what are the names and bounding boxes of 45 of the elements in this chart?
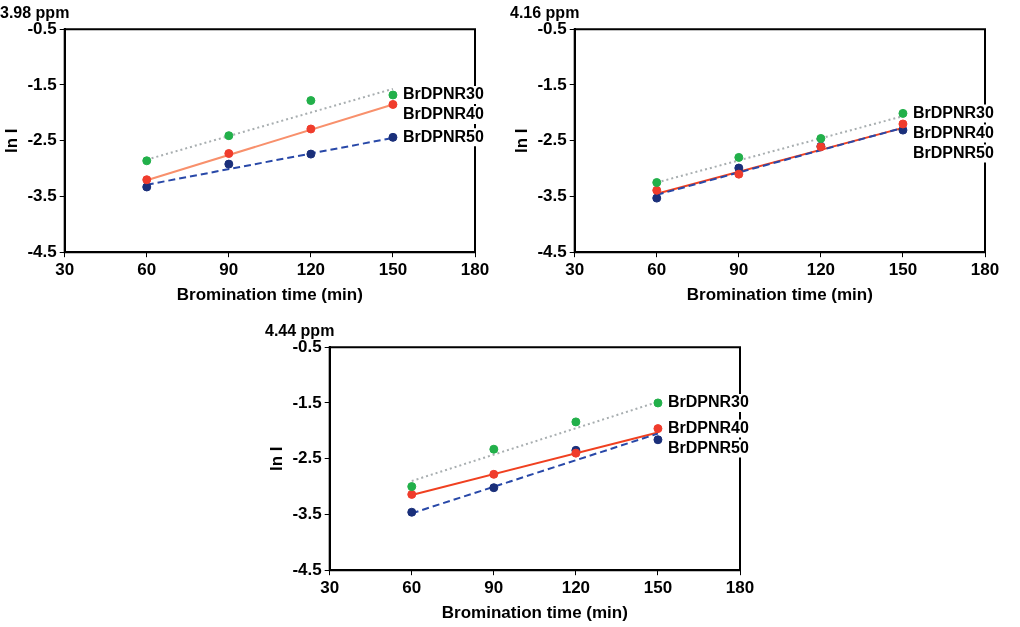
x-tick-label: 120 — [296, 260, 326, 280]
x-tick-label: 30 — [565, 260, 585, 280]
x-tick-label: 150 — [888, 260, 918, 280]
y-tick-label: -2.5 — [292, 448, 322, 468]
series-label: BrDPNR50 — [912, 143, 994, 161]
x-tick-label: 90 — [484, 578, 504, 598]
y-tick-label: -2.5 — [27, 130, 57, 150]
y-tick-label: -1.5 — [537, 74, 567, 94]
x-axis-title: Bromination time (min) — [686, 285, 873, 305]
y-tick-label: -3.5 — [292, 504, 322, 524]
y-tick-label: -1.5 — [27, 74, 57, 94]
series-label: BrDPNR30 — [912, 103, 994, 121]
x-tick-label: 60 — [402, 578, 422, 598]
y-tick-label: -4.5 — [27, 241, 57, 261]
x-tick-label: 60 — [137, 260, 157, 280]
y-axis-title: ln I — [1, 128, 21, 153]
y-tick-label: -3.5 — [27, 186, 57, 206]
y-tick-label: -3.5 — [537, 186, 567, 206]
x-tick-label: 150 — [643, 578, 673, 598]
x-tick-label: 90 — [219, 260, 239, 280]
y-tick-label: -1.5 — [292, 392, 322, 412]
series-label: BrDPNR50 — [402, 127, 484, 145]
x-tick-label: 150 — [378, 260, 408, 280]
x-axis-title: Bromination time (min) — [441, 603, 628, 623]
y-tick-label: -4.5 — [537, 241, 567, 261]
series-label: BrDPNR40 — [667, 419, 749, 436]
y-tick-label: -2.5 — [537, 130, 567, 150]
x-tick-label: 60 — [647, 260, 667, 280]
y-axis-title: ln I — [511, 128, 531, 153]
series-label: BrDPNR50 — [667, 439, 749, 456]
series-label: BrDPNR40 — [912, 123, 994, 141]
x-tick-label: 180 — [725, 578, 755, 598]
x-axis-title: Bromination time (min) — [176, 285, 363, 305]
series-label: BrDPNR40 — [402, 105, 484, 123]
x-tick-label: 120 — [561, 578, 591, 598]
y-tick-label: -4.5 — [292, 559, 322, 579]
series-label: BrDPNR30 — [402, 85, 484, 103]
x-tick-label: 180 — [970, 260, 1000, 280]
x-tick-label: 30 — [320, 578, 340, 598]
series-label: BrDPNR30 — [667, 393, 749, 411]
x-tick-label: 180 — [460, 260, 490, 280]
y-axis-title: ln I — [266, 446, 286, 471]
x-tick-label: 120 — [806, 260, 836, 280]
x-tick-label: 30 — [55, 260, 75, 280]
x-tick-label: 90 — [729, 260, 749, 280]
